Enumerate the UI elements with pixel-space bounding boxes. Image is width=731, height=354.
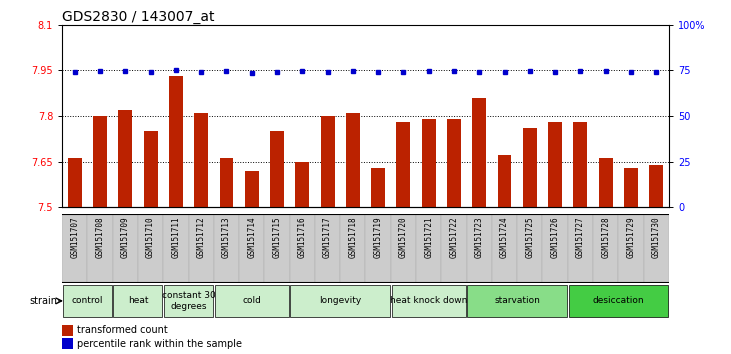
Bar [270, 131, 284, 207]
Bar [599, 159, 613, 207]
Bar [366, 214, 391, 283]
Bar [391, 214, 416, 283]
Bar [340, 214, 366, 283]
Bar [568, 214, 593, 283]
Bar [315, 214, 340, 283]
Text: control: control [72, 296, 103, 306]
Bar [649, 165, 663, 207]
FancyBboxPatch shape [113, 285, 162, 317]
Bar [219, 159, 233, 207]
Bar [289, 214, 315, 283]
Text: strain: strain [29, 296, 57, 306]
Bar [118, 110, 132, 207]
Text: GSM151711: GSM151711 [171, 216, 181, 258]
Bar [163, 214, 189, 283]
Bar [523, 128, 537, 207]
Bar [416, 214, 442, 283]
FancyBboxPatch shape [392, 285, 466, 317]
Bar [593, 214, 618, 283]
FancyBboxPatch shape [164, 285, 213, 317]
Text: heat: heat [128, 296, 148, 306]
Text: heat knock down: heat knock down [390, 296, 467, 306]
Bar [643, 214, 669, 283]
Bar [542, 214, 568, 283]
Bar [88, 214, 113, 283]
Bar [618, 214, 643, 283]
Bar [472, 98, 486, 207]
Bar [93, 116, 107, 207]
FancyBboxPatch shape [63, 285, 112, 317]
Bar [517, 214, 542, 283]
Text: GSM151718: GSM151718 [349, 216, 357, 258]
Text: GSM151712: GSM151712 [197, 216, 205, 258]
Bar [62, 214, 88, 283]
Bar [371, 167, 385, 207]
Text: constant 30
degrees: constant 30 degrees [162, 291, 216, 310]
Text: GSM151719: GSM151719 [374, 216, 382, 258]
Bar [113, 214, 138, 283]
Text: starvation: starvation [494, 296, 540, 306]
Text: longevity: longevity [319, 296, 361, 306]
Text: GDS2830 / 143007_at: GDS2830 / 143007_at [62, 10, 215, 24]
Text: GSM151727: GSM151727 [576, 216, 585, 258]
Bar [624, 167, 638, 207]
Bar [447, 119, 461, 207]
Bar [194, 113, 208, 207]
Text: GSM151717: GSM151717 [323, 216, 332, 258]
Bar [189, 214, 213, 283]
FancyBboxPatch shape [569, 285, 668, 317]
Bar [498, 155, 512, 207]
Bar [346, 113, 360, 207]
Bar [245, 171, 259, 207]
Bar [573, 122, 587, 207]
Text: GSM151725: GSM151725 [526, 216, 534, 258]
Bar [492, 214, 517, 283]
Bar [442, 214, 466, 283]
Bar [548, 122, 562, 207]
Text: GSM151714: GSM151714 [247, 216, 257, 258]
Text: percentile rank within the sample: percentile rank within the sample [77, 339, 242, 349]
Text: GSM151721: GSM151721 [424, 216, 433, 258]
Bar [239, 214, 265, 283]
Bar [169, 76, 183, 207]
Text: GSM151709: GSM151709 [121, 216, 130, 258]
Bar [144, 131, 158, 207]
Bar [295, 161, 309, 207]
Text: GSM151716: GSM151716 [298, 216, 307, 258]
Text: GSM151715: GSM151715 [273, 216, 281, 258]
FancyBboxPatch shape [290, 285, 390, 317]
Bar [265, 214, 289, 283]
Text: GSM151720: GSM151720 [399, 216, 408, 258]
Bar [466, 214, 492, 283]
Text: cold: cold [242, 296, 261, 306]
Bar [321, 116, 335, 207]
FancyBboxPatch shape [215, 285, 289, 317]
Text: desiccation: desiccation [593, 296, 644, 306]
Bar [422, 119, 436, 207]
Text: transformed count: transformed count [77, 325, 168, 335]
Text: GSM151729: GSM151729 [626, 216, 635, 258]
Text: GSM151710: GSM151710 [146, 216, 155, 258]
Bar [396, 122, 410, 207]
Bar [138, 214, 163, 283]
Text: GSM151724: GSM151724 [500, 216, 509, 258]
Text: GSM151726: GSM151726 [550, 216, 560, 258]
Text: GSM151728: GSM151728 [601, 216, 610, 258]
Bar [62, 338, 73, 349]
Text: GSM151708: GSM151708 [96, 216, 105, 258]
FancyBboxPatch shape [467, 285, 567, 317]
Text: GSM151723: GSM151723 [474, 216, 484, 258]
Text: GSM151713: GSM151713 [222, 216, 231, 258]
Text: GSM151707: GSM151707 [70, 216, 79, 258]
Text: GSM151722: GSM151722 [450, 216, 458, 258]
Bar [62, 325, 73, 336]
Bar [213, 214, 239, 283]
Text: GSM151730: GSM151730 [652, 216, 661, 258]
Bar [68, 159, 82, 207]
